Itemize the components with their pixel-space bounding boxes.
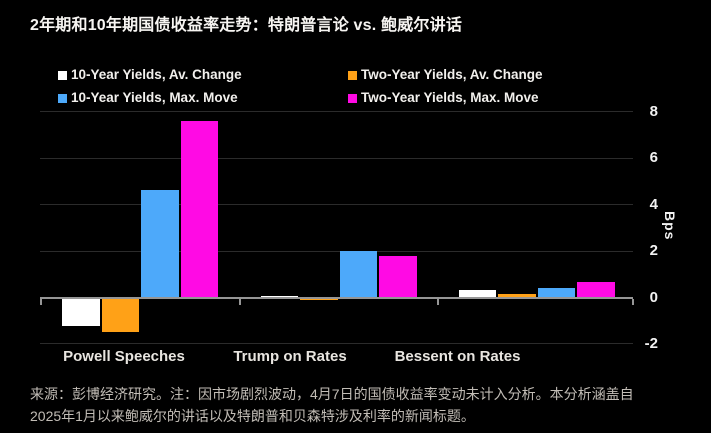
zero-axis-line (40, 296, 633, 299)
bar-10-year-yields-max-move (339, 251, 377, 298)
legend-label: Two-Year Yields, Av. Change (361, 67, 543, 82)
bar-two-year-yields-max-move (180, 121, 218, 298)
bar-10-year-yields-av-change (458, 290, 496, 298)
x-axis-tick (238, 298, 241, 305)
bar-10-year-yields-av-change (62, 298, 100, 327)
y-axis-tick-label: 0 (649, 288, 658, 306)
legend-label: Two-Year Yields, Max. Move (361, 90, 539, 105)
x-axis-tick (40, 298, 42, 305)
bar-10-year-yields-max-move (537, 287, 575, 298)
gridline (40, 204, 633, 206)
gridline (40, 250, 633, 252)
y-axis-tick-label: -2 (644, 334, 658, 352)
legend-label: 10-Year Yields, Max. Move (71, 90, 238, 105)
gridline (40, 111, 633, 113)
source-note-line-1: 来源：彭博经济研究。注：因市场剧烈波动，4月7日的国债收益率变动未计入分析。本分… (30, 386, 634, 402)
category-label: Bessent on Rates (394, 348, 521, 365)
y-axis-tick-label: 2 (649, 242, 658, 260)
legend-swatch (58, 71, 67, 80)
bar-two-year-yields-av-change (498, 294, 536, 298)
legend-swatch (348, 71, 357, 80)
bar-10-year-yields-av-change (260, 295, 298, 298)
bar-two-year-yields-av-change (101, 298, 139, 333)
bar-two-year-yields-av-change (300, 298, 338, 301)
bar-two-year-yields-max-move (577, 282, 615, 298)
y-axis-tick-label: 4 (649, 195, 658, 213)
gridline (40, 157, 633, 159)
x-axis-tick (631, 298, 634, 305)
x-axis-tick (436, 298, 439, 305)
legend-swatch (348, 94, 357, 103)
legend-swatch (58, 94, 67, 103)
gridline (40, 343, 633, 345)
bar-10-year-yields-max-move (141, 189, 179, 298)
y-axis-tick-label: 8 (649, 102, 658, 120)
category-label: Powell Speeches (63, 348, 185, 365)
y-axis-tick-label: 6 (649, 149, 658, 167)
chart-title: 2年期和10年期国债收益率走势：特朗普言论 vs. 鲍威尔讲话 (30, 17, 463, 34)
legend-label: 10-Year Yields, Av. Change (71, 67, 242, 82)
source-note: 来源：彭博经济研究。注：因市场剧烈波动，4月7日的国债收益率变动未计入分析。本分… (30, 383, 634, 427)
bar-two-year-yields-max-move (379, 256, 417, 298)
y-axis-unit-label: Bps (662, 211, 678, 241)
source-note-line-2: 2025年1月以来鲍威尔的讲话以及特朗普和贝森特涉及利率的新闻标题。 (30, 408, 475, 424)
category-label: Trump on Rates (233, 348, 347, 365)
